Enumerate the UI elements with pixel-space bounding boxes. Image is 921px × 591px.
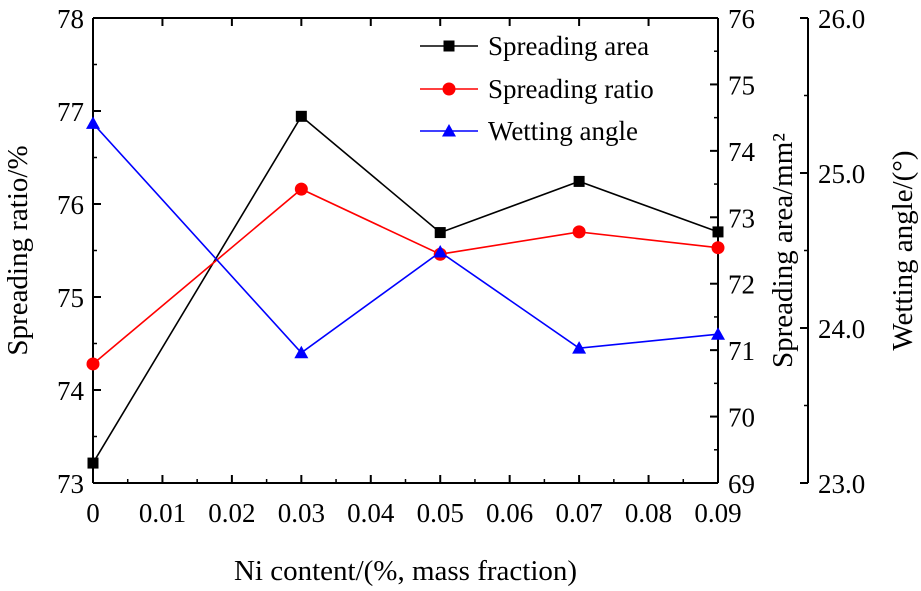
x-axis-title: Ni content/(%, mass fraction) bbox=[234, 555, 577, 587]
wetting-angle-axis-tick-label: 26.0 bbox=[818, 4, 865, 34]
spreading-ratio-axis-tick-label: 73 bbox=[57, 469, 84, 499]
x-tick-label: 0.07 bbox=[555, 498, 602, 528]
series-markers bbox=[86, 110, 725, 469]
spreading-area-legend-label: Spreading area bbox=[488, 31, 649, 61]
wetting-angle-point bbox=[86, 116, 100, 129]
spreading-ratio-point bbox=[711, 241, 725, 255]
wetting-angle-axis-tick-label: 23.0 bbox=[818, 469, 865, 499]
spreading-ratio-axis-tick-label: 75 bbox=[57, 283, 84, 313]
spreading-area-point bbox=[712, 226, 724, 238]
spreading-area-point bbox=[434, 227, 446, 239]
spreading-area-axis-title: Spreading area/mm² bbox=[767, 133, 799, 368]
spreading-ratio-point bbox=[86, 357, 100, 371]
spreading-area-axis-tick-label: 70 bbox=[728, 403, 755, 433]
series-lines bbox=[92, 115, 719, 464]
spreading-ratio-legend-marker bbox=[442, 82, 456, 96]
wetting-angle-axis-tick-label: 24.0 bbox=[818, 314, 865, 344]
x-tick-label: 0.06 bbox=[486, 498, 533, 528]
x-tick-label: 0.04 bbox=[347, 498, 395, 528]
spreading-area-point bbox=[573, 175, 585, 187]
spreading-ratio-axis-tick-label: 78 bbox=[57, 4, 84, 34]
x-tick-label: 0.08 bbox=[625, 498, 672, 528]
wetting-angle-axis-title: Wetting angle/(°) bbox=[887, 150, 919, 350]
spreading-ratio-axis-title: Spreading ratio/% bbox=[2, 145, 34, 355]
spreading-ratio-point bbox=[294, 182, 308, 196]
spreading-ratio-point bbox=[572, 225, 586, 239]
x-tick-label: 0.02 bbox=[208, 498, 255, 528]
spreading-ratio-axis-tick-label: 76 bbox=[57, 190, 84, 220]
spreading-area-axis-tick-label: 74 bbox=[728, 137, 756, 167]
spreading-area-point bbox=[87, 457, 99, 469]
x-tick-label: 0.01 bbox=[139, 498, 186, 528]
spreading-area-axis-tick-label: 76 bbox=[728, 4, 755, 34]
wetting-angle-point bbox=[433, 245, 448, 258]
wetting-angle-legend-marker bbox=[442, 124, 456, 137]
x-tick-label: 0.05 bbox=[417, 498, 464, 528]
spreading-area-axis-tick-label: 71 bbox=[728, 336, 755, 366]
x-tick-label: 0 bbox=[86, 498, 100, 528]
spreading-area-axis-tick-label: 69 bbox=[728, 469, 755, 499]
spreading-ratio-legend-label: Spreading ratio bbox=[488, 74, 654, 104]
axes: 0 0.01 0.02 0.03 0.04 0.05 0.06 0.07 0.08 0.09 73 7… bbox=[2, 4, 919, 587]
spreading-area-axis-tick-label: 75 bbox=[728, 70, 755, 100]
spreading-ratio-axis-tick-label: 74 bbox=[57, 376, 85, 406]
wetting-angle-legend-label: Wetting angle bbox=[488, 116, 638, 146]
spreading-area-axis-tick-label: 72 bbox=[728, 270, 755, 300]
wetting-angle-axis-tick-label: 25.0 bbox=[818, 159, 865, 189]
spreading-area-axis-tick-label: 73 bbox=[728, 203, 755, 233]
x-tick-label: 0.09 bbox=[694, 498, 741, 528]
spreading-ratio-axis-tick-label: 77 bbox=[57, 97, 84, 127]
spreading-area-legend-marker bbox=[443, 40, 455, 52]
legend: Spreading area Spreading ratio Wetting ang… bbox=[420, 31, 654, 146]
wetting-angle-point bbox=[572, 341, 587, 354]
spreading-area-point bbox=[295, 110, 307, 122]
x-tick-label: 0.03 bbox=[278, 498, 325, 528]
spreading-area-line bbox=[92, 115, 719, 464]
wetting-angle-point bbox=[711, 327, 725, 340]
wetting-angle-point bbox=[294, 345, 309, 359]
